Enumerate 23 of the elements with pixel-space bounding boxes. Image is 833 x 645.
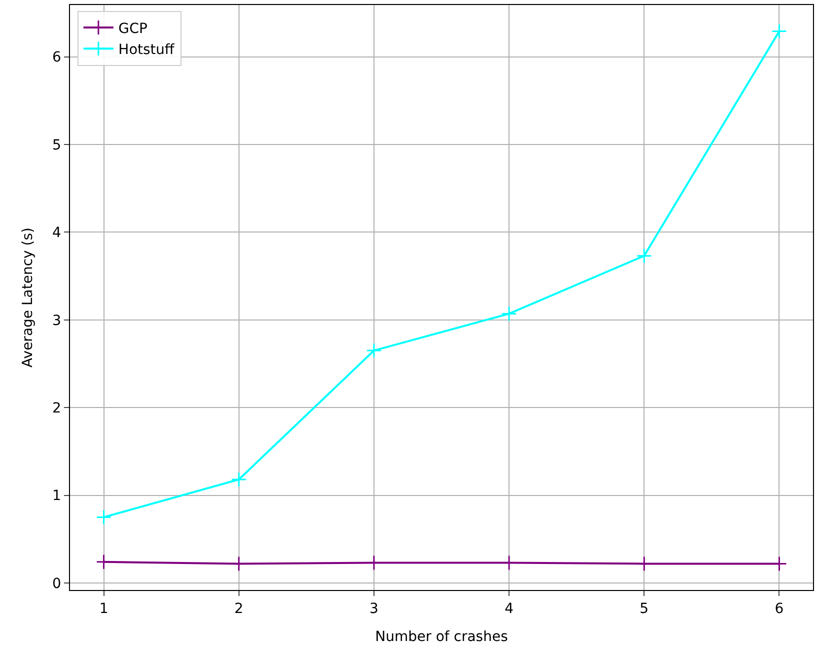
legend-label: Hotstuff [118, 42, 175, 58]
point [501, 306, 517, 322]
x-tick-label: 4 [504, 600, 514, 617]
point [96, 509, 112, 525]
x-tick-label: 5 [640, 600, 649, 617]
point [771, 24, 787, 40]
y-tick-label: 1 [52, 488, 62, 504]
x-tick-label: 1 [99, 600, 108, 617]
x-tick-label: 3 [369, 600, 378, 617]
y-tick-label: 6 [52, 50, 62, 66]
x-axis-title: Number of crashes [375, 629, 508, 645]
point [231, 472, 247, 488]
y-tick-label: 4 [52, 225, 62, 242]
y-tick-label: 2 [52, 400, 62, 416]
y-tick-label: 0 [52, 576, 62, 592]
y-tick-label: 3 [52, 312, 62, 329]
x-tick-label: 2 [234, 600, 244, 617]
point [636, 248, 652, 264]
y-tick-label: 5 [52, 137, 62, 154]
y-axis-title: Average Latency (s) [20, 228, 36, 368]
x-tick-label: 6 [774, 600, 784, 617]
point [366, 342, 382, 358]
legend-label: GCP [118, 20, 148, 37]
